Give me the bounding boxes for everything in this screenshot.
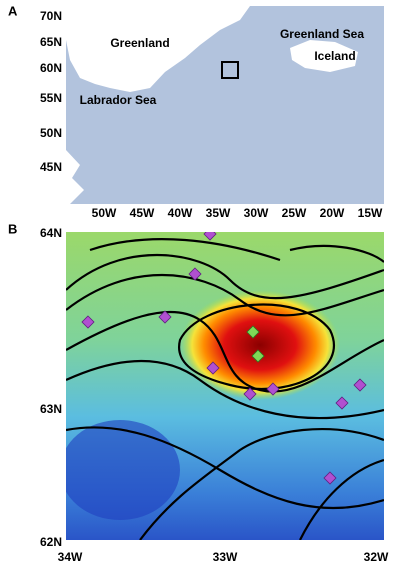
lat-tick-label: 70N [40,9,62,23]
panel-label: A [8,3,18,18]
lat-tick-label: 45N [40,160,62,174]
lon-tick-label: 20W [320,206,345,220]
place-label: Labrador Sea [80,93,157,107]
lon-tick-label: 34W [58,550,83,564]
lon-tick-label: 50W [92,206,117,220]
lon-tick-label: 15W [358,206,383,220]
greenland-land [66,6,250,92]
lat-tick-label: 64N [40,226,62,240]
lat-tick-label: 63N [40,402,62,416]
lon-tick-label: 25W [282,206,307,220]
labrador-land [66,150,84,204]
lon-tick-label: 45W [130,206,155,220]
float-markers-green [246,325,265,363]
panel-label: B [8,221,17,236]
lon-tick-label: 35W [206,206,231,220]
lat-tick-label: 62N [40,535,62,549]
place-label: Greenland [110,36,169,50]
sst-image [66,232,384,540]
warm-eddy [180,290,340,400]
lon-tick-label: 33W [213,550,238,564]
lon-tick-label: 32W [364,550,389,564]
lon-tick-label: 40W [168,206,193,220]
float-markers [81,232,367,485]
lon-tick-label: 30W [244,206,269,220]
iceland-land [290,40,358,72]
lat-tick-label: 60N [40,61,62,75]
lat-tick-label: 55N [40,91,62,105]
place-label: Iceland [314,49,355,63]
lat-tick-label: 50N [40,126,62,140]
place-label: Greenland Sea [280,27,364,41]
study-area-box [221,61,239,79]
cold-region [66,420,180,520]
lat-tick-label: 65N [40,35,62,49]
